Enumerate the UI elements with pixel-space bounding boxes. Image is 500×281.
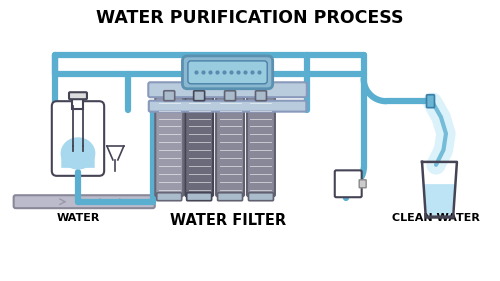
FancyBboxPatch shape — [164, 91, 174, 101]
FancyBboxPatch shape — [426, 95, 434, 108]
FancyBboxPatch shape — [157, 193, 182, 201]
FancyBboxPatch shape — [194, 91, 204, 101]
FancyBboxPatch shape — [185, 97, 213, 196]
FancyBboxPatch shape — [182, 56, 272, 89]
FancyBboxPatch shape — [52, 101, 104, 176]
FancyBboxPatch shape — [359, 180, 366, 188]
FancyBboxPatch shape — [256, 91, 266, 101]
FancyBboxPatch shape — [186, 193, 212, 201]
Text: WATER FILTER: WATER FILTER — [170, 213, 285, 228]
FancyBboxPatch shape — [188, 61, 267, 84]
FancyBboxPatch shape — [72, 98, 84, 109]
Polygon shape — [107, 146, 124, 160]
FancyBboxPatch shape — [218, 193, 242, 201]
FancyBboxPatch shape — [216, 97, 244, 196]
Polygon shape — [424, 185, 456, 215]
Text: WATER PURIFICATION PROCESS: WATER PURIFICATION PROCESS — [96, 9, 404, 27]
Ellipse shape — [60, 137, 96, 170]
FancyBboxPatch shape — [69, 92, 87, 99]
FancyBboxPatch shape — [248, 193, 274, 201]
FancyBboxPatch shape — [14, 195, 155, 208]
FancyBboxPatch shape — [156, 97, 183, 196]
FancyBboxPatch shape — [224, 91, 235, 101]
Text: CLEAN WATER: CLEAN WATER — [392, 213, 480, 223]
FancyBboxPatch shape — [148, 82, 307, 97]
FancyBboxPatch shape — [149, 101, 306, 112]
FancyBboxPatch shape — [247, 97, 275, 196]
Text: WATER: WATER — [56, 213, 100, 223]
FancyBboxPatch shape — [335, 170, 361, 197]
FancyBboxPatch shape — [62, 150, 94, 168]
